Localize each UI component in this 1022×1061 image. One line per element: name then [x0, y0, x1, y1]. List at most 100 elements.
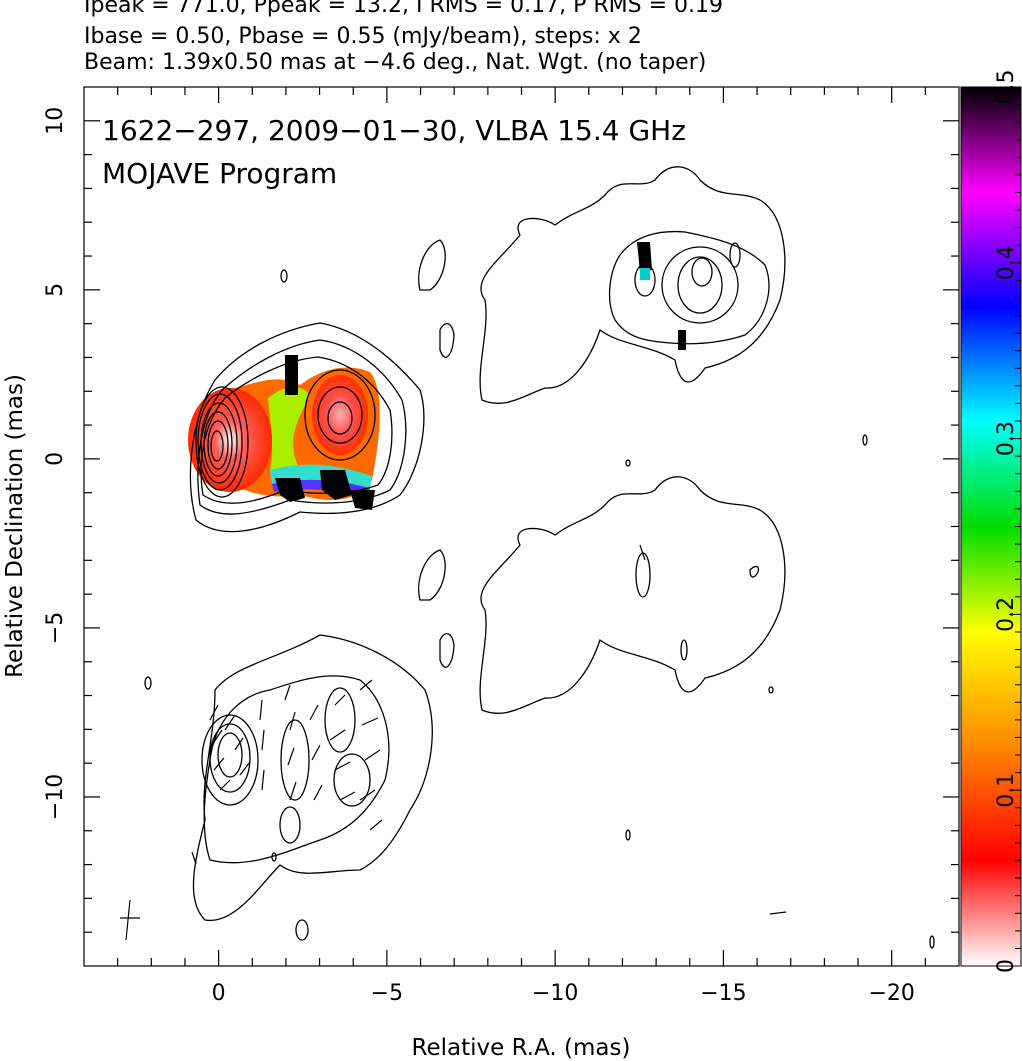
- jet2-contour-outer: [479, 476, 786, 714]
- evpa-tick: [125, 899, 131, 941]
- evpa-tick: [359, 789, 376, 801]
- x-tick-label: −5: [371, 981, 403, 1006]
- spot-5: [271, 852, 277, 862]
- y-tick-label: −5: [43, 612, 68, 644]
- colorbar-tick-label: 0.3: [994, 421, 1019, 456]
- evpa-tick: [261, 769, 265, 791]
- axis-ticks: 0 −5 −10 −15 −20 10 5 0 −5 −10: [43, 87, 959, 1006]
- evpa-tick: [311, 744, 321, 761]
- jet-contour-4: [677, 256, 723, 314]
- plot-subtitle: MOJAVE Program: [102, 157, 337, 190]
- evpa-tick: [289, 781, 297, 801]
- green-band: [268, 387, 310, 471]
- pol-contour-9: [279, 806, 301, 844]
- black-patch-top: [285, 355, 298, 395]
- header-line-1: Ipeak = 771.0, Ppeak = 13.2, I RMS = 0.1…: [84, 0, 723, 18]
- evpa-tick: [239, 761, 251, 776]
- evpa-tick: [191, 851, 197, 865]
- evpa-tick: [261, 729, 265, 751]
- evpa-tick: [369, 819, 383, 831]
- knot-color-peak: [312, 375, 368, 455]
- evpa-tick: [769, 911, 787, 915]
- header-line-2: Ibase = 0.50, Pbase = 0.55 (mJy/beam), s…: [84, 24, 642, 49]
- colorbar-tick-label: 0.5: [994, 70, 1019, 105]
- spot-10: [749, 565, 760, 578]
- plot-frame: [83, 86, 960, 967]
- core-contour-9: [210, 430, 224, 462]
- evpa-tick: [334, 694, 346, 706]
- jet-contour-2: [608, 230, 770, 345]
- knot-contour-3: [327, 401, 353, 435]
- pol-contour-7: [324, 687, 356, 753]
- y-tick-label: 0: [43, 452, 68, 466]
- pol-contour-5: [217, 732, 243, 778]
- x-tick-label: −15: [700, 981, 746, 1006]
- evpa-tick: [289, 711, 296, 731]
- spot-7: [929, 935, 935, 949]
- pol-contour-8: [333, 753, 371, 807]
- black-patch-jet-2: [678, 330, 686, 350]
- evpa-tick: [639, 544, 646, 561]
- core-contour-2: [197, 339, 407, 515]
- pol-contour-outer: [192, 634, 433, 921]
- evpa-tick: [284, 684, 291, 701]
- core-contour-6: [200, 402, 238, 484]
- jet-island-1: [418, 239, 446, 291]
- core-contour-7: [203, 411, 233, 477]
- pol-contour-2: [203, 675, 390, 864]
- colorbar: [960, 86, 1022, 967]
- intensity-contours: [144, 166, 935, 949]
- jet-contour-outer: [479, 166, 786, 404]
- spot-8: [625, 829, 631, 841]
- jet-contour-6: [729, 242, 741, 268]
- evpa-tick: [209, 704, 219, 721]
- y-tick-label: 10: [43, 107, 68, 135]
- knot-contour-1: [304, 369, 376, 461]
- black-patch-bottom: [275, 478, 305, 502]
- spot-6: [295, 919, 309, 941]
- pol-contour-4: [209, 723, 251, 793]
- jet2-island-2: [439, 633, 455, 668]
- evpa-tick: [313, 784, 323, 801]
- pol-contour-6: [280, 719, 310, 801]
- jet-contour-3: [661, 246, 739, 324]
- colorbar-tick-label: 0.2: [994, 597, 1019, 632]
- core-contour-8: [207, 420, 229, 470]
- evpa-tick: [219, 779, 231, 791]
- core-contour-5: [197, 393, 243, 491]
- evpa-tick: [211, 729, 223, 746]
- evpa-tick: [361, 717, 379, 726]
- plot-title: 1622−297, 2009−01−30, VLBA 15.4 GHz: [102, 114, 686, 147]
- x-tick-label: 0: [212, 981, 226, 1006]
- core-contour-3: [200, 356, 393, 504]
- colorbar-tick-label: 0.1: [994, 773, 1019, 808]
- y-tick-label: 5: [43, 283, 68, 297]
- evpa-tick: [329, 729, 346, 741]
- y-tick-label: −10: [43, 774, 68, 820]
- jet-island-2: [439, 323, 455, 358]
- jet2-island-1: [418, 549, 446, 601]
- evpa-vectors: [120, 544, 787, 941]
- knot-contour-2: [317, 386, 363, 444]
- spot-2: [862, 434, 868, 446]
- evpa-tick: [364, 749, 381, 761]
- x-axis-label: Relative R.A. (mas): [412, 1035, 631, 1061]
- evpa-tick: [339, 791, 356, 801]
- evpa-tick: [259, 699, 263, 721]
- jet2-contour-3: [680, 639, 688, 661]
- evpa-tick: [224, 714, 236, 731]
- evpa-tick: [359, 679, 373, 691]
- spot-9: [768, 686, 774, 694]
- colorbar-tick-label: 0: [994, 959, 1019, 973]
- colorbar-ticks: 0 0.1 0.2 0.3 0.4 0.5: [994, 70, 1021, 973]
- colorbar-tick-label: 0.4: [994, 245, 1019, 280]
- spot-1: [280, 269, 288, 283]
- evpa-tick: [287, 747, 295, 766]
- x-tick-label: −10: [532, 981, 578, 1006]
- cyan-patch-jet: [640, 268, 650, 280]
- x-tick-label: −20: [868, 981, 914, 1006]
- jet-contour-5: [691, 257, 713, 287]
- spot-3: [625, 459, 631, 467]
- y-axis-label: Relative Declination (mas): [2, 374, 28, 678]
